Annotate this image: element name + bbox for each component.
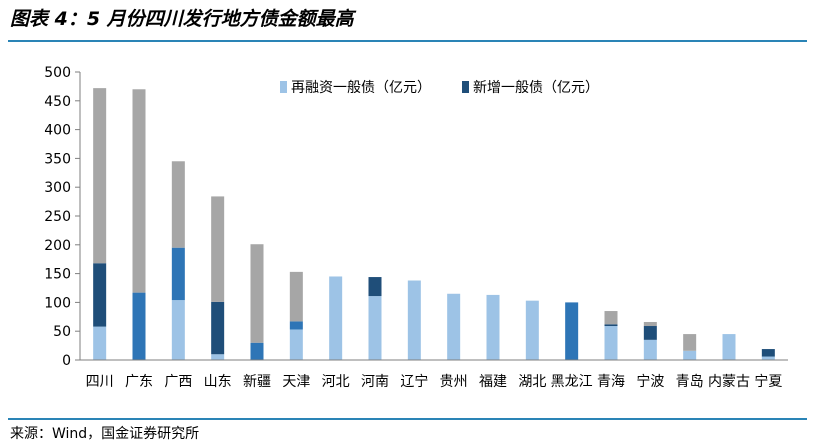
bar-segment [683, 334, 697, 351]
y-tick-label: 50 [53, 324, 71, 340]
bar-segment [604, 326, 618, 360]
bar-segment [171, 300, 185, 360]
source-divider [8, 418, 807, 420]
bar-segment [643, 326, 657, 340]
title-divider [8, 40, 807, 42]
bar-segment [761, 349, 775, 357]
y-tick-label: 200 [44, 238, 71, 254]
y-tick-label: 0 [62, 353, 71, 369]
legend: 再融资一般债（亿元） 新增一般债（亿元） [280, 80, 599, 96]
bar-stack [604, 311, 618, 360]
y-tick-label: 250 [44, 209, 71, 225]
x-tick-label: 福建 [479, 374, 507, 390]
y-tick-label: 100 [44, 295, 71, 311]
legend-label: 再融资一般债（亿元） [291, 80, 431, 96]
x-tick-label: 河北 [322, 374, 350, 390]
bar-segment [368, 296, 382, 360]
bar-segment [289, 321, 303, 330]
bar-stack [486, 294, 500, 360]
y-tick-label: 150 [44, 267, 71, 283]
bar-segment [289, 271, 303, 322]
bar-segment [565, 302, 579, 360]
x-tick-label: 青海 [597, 374, 625, 390]
bar-chart: 050100150200250300350400450500 四川 广东 广西 山东新… [44, 65, 788, 390]
bar-stack [289, 271, 303, 360]
bar-segment [289, 329, 303, 360]
bar-stack [368, 277, 382, 360]
bar-stack [171, 161, 185, 360]
y-axis: 0 50 100 150 200 250 300 350 400 450 500 [44, 65, 81, 369]
y-tick-label: 450 [44, 94, 71, 110]
x-tick-label: 辽宁 [400, 373, 428, 390]
bar-segment [486, 294, 500, 360]
x-tick-label: 黑龙江 [551, 374, 593, 390]
y-tick-label: 300 [44, 180, 71, 196]
y-tick-label: 350 [44, 151, 71, 167]
bar-segment [407, 280, 421, 360]
legend-item: 再融资一般债（亿元） [280, 80, 431, 96]
legend-swatch [280, 81, 287, 93]
x-tick-label: 广东 [125, 374, 153, 390]
bar-segment [211, 301, 225, 355]
x-tick-label: 湖北 [518, 374, 546, 390]
bar-stack [132, 89, 146, 360]
bar-segment [525, 300, 539, 360]
bar-segment [211, 196, 225, 302]
bar-segment [250, 342, 264, 360]
bar-stack [211, 196, 225, 360]
x-tick-label: 青岛 [676, 374, 704, 390]
bar-stack [407, 280, 421, 360]
y-tick-label: 500 [44, 65, 71, 81]
bar-stack [93, 88, 107, 360]
bar-segment [368, 277, 382, 297]
bar-segment [722, 334, 736, 360]
bar-stack [683, 334, 697, 360]
bar-segment [683, 350, 697, 360]
bar-stack [565, 302, 579, 360]
bar-segment [171, 161, 185, 248]
bar-segment [447, 293, 461, 360]
x-tick-label: 宁波 [636, 373, 664, 390]
y-tick-label: 400 [44, 123, 71, 139]
bar-group [93, 88, 775, 360]
chart-title: 图表 4：5 月份四川发行地方债金额最高 [10, 8, 354, 30]
bar-segment [171, 247, 185, 301]
bar-segment [132, 292, 146, 360]
x-tick-label: 河南 [361, 374, 389, 390]
bar-segment [604, 324, 618, 327]
bar-segment [250, 244, 264, 343]
bar-segment [761, 356, 775, 360]
x-axis: 四川 广东 广西 山东 新疆 天津 河北 河南 辽宁 贵州 福建 湖北 黑龙江 青海 宁波 青岛 内蒙古 宁夏 [80, 359, 788, 390]
bar-segment [329, 276, 343, 360]
legend-label: 新增一般债（亿元） [473, 80, 599, 96]
bar-segment [643, 321, 657, 327]
bar-stack [643, 321, 657, 360]
bar-segment [604, 311, 618, 325]
bar-segment [211, 354, 225, 360]
x-tick-label: 天津 [282, 374, 310, 390]
bar-segment [132, 89, 146, 293]
x-tick-label: 新疆 [243, 374, 271, 390]
bar-segment [93, 326, 107, 360]
bar-stack [761, 349, 775, 360]
bar-segment [93, 263, 107, 327]
x-tick-label: 宁夏 [754, 373, 782, 390]
bar-stack [329, 276, 343, 360]
bar-stack [447, 293, 461, 360]
legend-swatch [462, 81, 469, 93]
source-note: 来源：Wind，国金证券研究所 [10, 426, 200, 442]
bar-stack [525, 300, 539, 360]
x-tick-label: 内蒙古 [708, 374, 750, 390]
x-tick-label: 贵州 [440, 374, 468, 390]
x-tick-label: 广西 [164, 374, 192, 390]
bar-segment [93, 88, 107, 264]
bar-segment [643, 339, 657, 360]
legend-item: 新增一般债（亿元） [462, 80, 599, 96]
x-tick-label: 山东 [204, 374, 232, 390]
x-tick-label: 四川 [86, 374, 114, 390]
bar-stack [250, 244, 264, 360]
bar-stack [722, 334, 736, 360]
